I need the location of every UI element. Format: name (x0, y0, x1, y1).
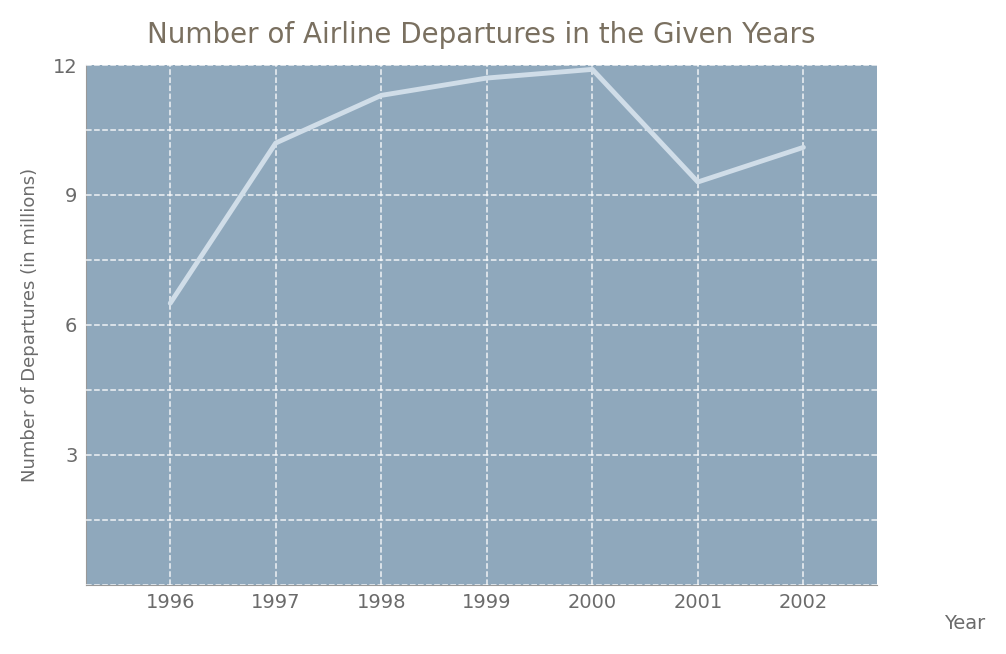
Title: Number of Airline Departures in the Given Years: Number of Airline Departures in the Give… (147, 21, 816, 49)
Y-axis label: Number of Departures (in millions): Number of Departures (in millions) (21, 168, 39, 482)
Text: Year: Year (944, 614, 985, 633)
